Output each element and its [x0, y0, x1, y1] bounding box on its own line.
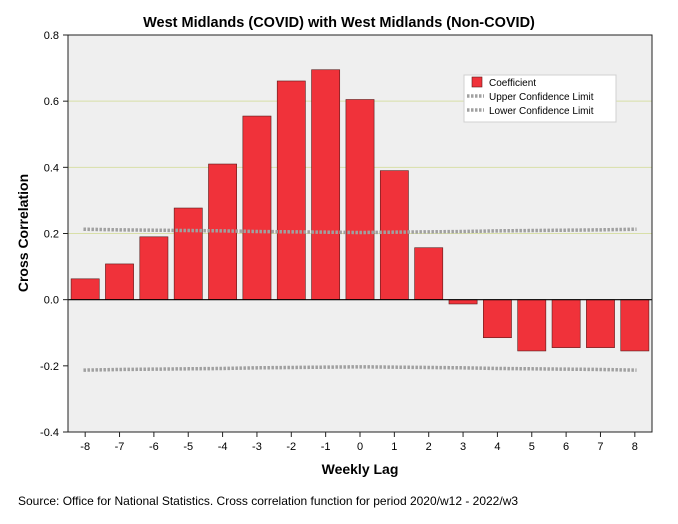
lower-confidence-line — [83, 365, 637, 372]
x-tick-label: -5 — [183, 441, 193, 453]
x-tick-label: 2 — [426, 441, 432, 453]
y-tick-label: 0.4 — [44, 162, 59, 174]
confidence-lines — [83, 227, 637, 372]
bar-lag-4 — [483, 299, 512, 339]
bar-lag--6 — [139, 236, 169, 300]
y-tick-label: -0.4 — [40, 427, 59, 439]
bar-lag-7 — [586, 299, 615, 348]
x-tick-label: 4 — [494, 441, 500, 453]
x-tick-label: -3 — [252, 441, 262, 453]
x-tick-label: 3 — [460, 441, 466, 453]
bar-lag-6 — [551, 299, 581, 348]
bar-lag-5 — [517, 299, 547, 352]
x-tick-label: 6 — [563, 441, 569, 453]
bar-lag--3 — [242, 115, 272, 300]
x-tick-label: 7 — [597, 441, 603, 453]
bar-lag-0 — [345, 99, 375, 300]
bar-lag-1 — [379, 170, 409, 300]
bar-lag--2 — [276, 80, 306, 300]
legend-box — [463, 74, 617, 123]
x-tick-label: -7 — [115, 441, 125, 453]
x-tick-label: -6 — [149, 441, 159, 453]
legend-label-lower: Lower Confidence Limit — [489, 106, 594, 117]
bar-lag--1 — [311, 69, 341, 300]
source-note: Source: Office for National Statistics. … — [18, 494, 518, 508]
x-tick-label: 5 — [529, 441, 535, 453]
legend: Coefficient Upper Confidence Limit Lower… — [463, 74, 617, 123]
legend-swatch-coefficient — [471, 76, 483, 88]
x-tick-label: -8 — [80, 441, 90, 453]
legend-label-coefficient: Coefficient — [489, 78, 536, 89]
x-tick-label: -1 — [321, 441, 331, 453]
bar-lag--5 — [173, 207, 203, 300]
legend-label-upper: Upper Confidence Limit — [489, 92, 594, 103]
chart-title: West Midlands (COVID) with West Midlands… — [143, 15, 535, 31]
y-tick-label: 0.6 — [44, 96, 59, 108]
x-tick-label: 8 — [632, 441, 638, 453]
x-tick-label: 0 — [357, 441, 363, 453]
x-axis-title: Weekly Lag — [322, 461, 399, 477]
bar-lag-8 — [620, 299, 650, 352]
x-tick-label: 1 — [391, 441, 397, 453]
bar-lag--7 — [105, 263, 134, 300]
x-axis-ticks: -8 -7 -6 -5 -4 -3 -2 -1 0 1 2 3 4 5 6 7 8 — [80, 432, 638, 453]
bar-lag-3 — [448, 299, 478, 305]
x-tick-label: -4 — [218, 441, 228, 453]
upper-confidence-line — [83, 227, 637, 235]
y-axis-ticks: -0.4 -0.2 0.0 0.2 0.4 0.6 0.8 — [40, 30, 68, 439]
bar-lag--8 — [70, 278, 100, 300]
y-tick-label: -0.2 — [40, 361, 59, 373]
x-tick-label: -2 — [286, 441, 296, 453]
y-tick-label: 0.0 — [44, 295, 59, 307]
bar-lag-2 — [414, 247, 444, 300]
y-tick-label: 0.8 — [44, 30, 59, 42]
y-tick-label: 0.2 — [44, 229, 59, 241]
y-axis-title: Cross Correlation — [15, 174, 31, 292]
